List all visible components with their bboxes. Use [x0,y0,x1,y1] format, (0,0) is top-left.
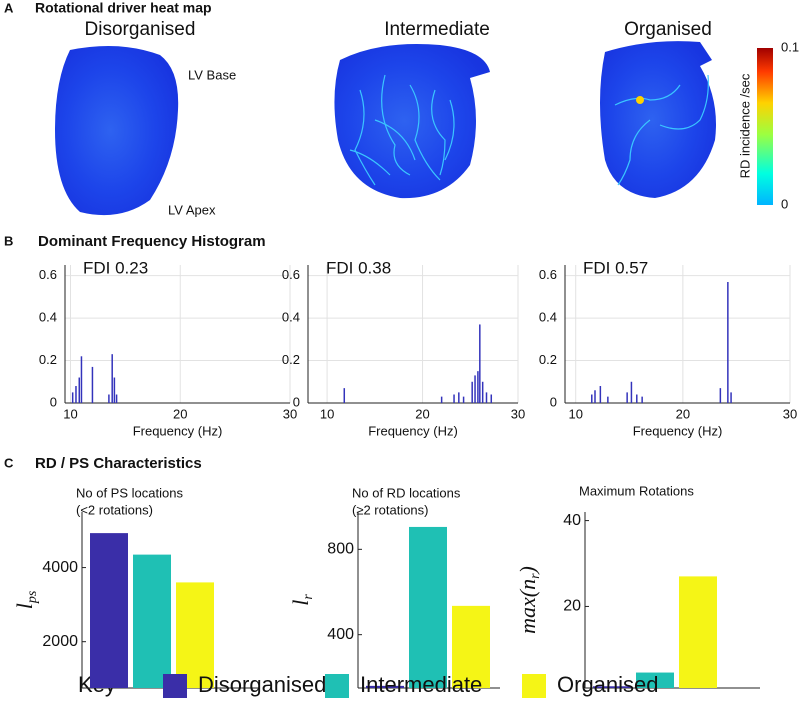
rd-traces [614,74,709,186]
bar [452,605,490,688]
y-axis-label: lr [288,594,316,606]
bar [409,526,447,688]
panel-label: C [4,455,14,470]
heat-map-annotation: LV Base [188,67,236,82]
y-axis-label: max(nr) [515,566,543,634]
y-tick-label: 0.4 [539,310,557,325]
x-tick-label: 30 [783,406,797,421]
x-axis-label: Frequency (Hz) [368,423,458,438]
bar [176,582,214,688]
y-tick-label: 0 [550,394,557,409]
chart-title: (≥2 rotations) [352,502,429,517]
x-tick-label: 10 [568,406,582,421]
annotation: FDI 0.57 [583,258,648,277]
annotation: FDI 0.23 [83,258,148,277]
y-label-main: l [12,603,37,609]
y-label-main: max(n [515,579,540,634]
heat-map-title: Intermediate [384,19,490,40]
key-swatch [522,674,546,698]
bar [366,685,404,688]
panel-title: RD / PS Characteristics [35,455,202,472]
y-tick-label: 0.4 [39,310,57,325]
y-tick-label: 20 [563,598,581,615]
panel-title: Rotational driver heat map [35,0,212,16]
y-tick-label: 40 [563,512,581,529]
x-tick-label: 30 [511,406,525,421]
annotation: FDI 0.38 [326,258,391,277]
y-tick-label: 0.2 [539,352,557,367]
colorbar [757,48,773,205]
bar [593,686,631,688]
key-swatch [325,674,349,698]
y-tick-label: 0.6 [39,267,57,282]
y-tick-label: 400 [327,626,354,643]
panel-label: B [4,233,13,248]
y-tick-label: 2000 [42,633,78,650]
x-tick-label: 20 [415,406,429,421]
key-label: Disorganised [198,672,326,697]
x-tick-label: 20 [676,406,690,421]
y-tick-label: 0.6 [282,267,300,282]
y-axis-label: lps [12,590,40,609]
y-tick-label: 4000 [42,559,78,576]
key-swatch [163,674,187,698]
y-label-sub: r [528,573,543,579]
y-tick-label: 800 [327,541,354,558]
heat-map-annotation: LV Apex [168,202,216,217]
y-tick-label: 0.2 [39,352,57,367]
x-tick-label: 10 [320,406,334,421]
y-tick-label: 0 [50,394,57,409]
rd-traces [349,74,455,186]
panel-title: Dominant Frequency Histogram [38,233,266,250]
y-label-main: l [288,600,313,606]
bar [90,533,128,688]
x-tick-label: 10 [63,406,77,421]
x-axis-label: Frequency (Hz) [133,423,223,438]
x-axis-label: Frequency (Hz) [633,423,723,438]
y-label-end: ) [515,566,540,575]
y-label-sub: ps [25,590,40,604]
y-tick-label: 0.4 [282,310,300,325]
chart-title: Maximum Rotations [579,483,694,498]
chart-title: No of PS locations [76,485,183,500]
key-label: Organised [557,672,659,697]
bar [636,672,674,688]
heat-map-title: Organised [624,19,712,40]
heat-map-title: Disorganised [85,19,196,40]
colorbar-label: RD incidence /sec [737,73,752,178]
key-label: Intermediate [360,672,482,697]
heart-disorganised [55,46,179,216]
y-tick-label: 0.2 [282,352,300,367]
colorbar-tick-label: 0 [781,196,788,211]
panel-label: A [4,0,14,15]
rd-hotspot [636,96,644,104]
y-tick-label: 0.6 [539,267,557,282]
chart-title: No of RD locations [352,485,461,500]
x-tick-label: 20 [173,406,187,421]
bar [133,554,171,688]
heart-intermediate [334,44,490,199]
y-tick-label: 0 [293,394,300,409]
y-label-sub: r [301,594,316,600]
x-tick-label: 30 [283,406,297,421]
colorbar-tick-label: 0.1 [781,39,799,54]
bar [679,576,717,688]
chart-title: (<2 rotations) [76,502,153,517]
heart-organised [600,41,716,198]
